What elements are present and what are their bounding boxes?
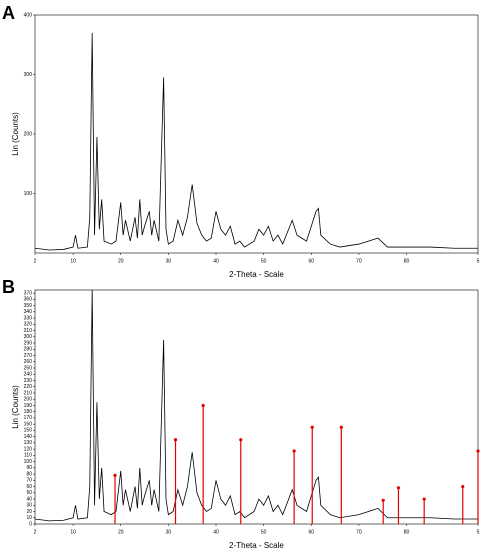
y-tick-label: 200 xyxy=(24,131,33,137)
reference-peak-tip xyxy=(201,403,205,408)
y-tick-label: 360 xyxy=(24,297,33,303)
pattern-line xyxy=(34,32,478,251)
reference-peak-tip xyxy=(461,484,465,489)
y-tick-label: 70 xyxy=(26,478,32,484)
y-tick-label: 170 xyxy=(24,415,33,421)
x-tick-label: 80 xyxy=(404,258,410,264)
x-tick-label: 10 xyxy=(70,258,76,264)
reference-peak-tip xyxy=(381,498,385,502)
y-tick-label: 220 xyxy=(24,384,33,390)
x-tick-label: 20 xyxy=(118,258,124,264)
y-tick-label: 290 xyxy=(24,340,33,346)
y-tick-label: 320 xyxy=(24,322,33,328)
y-tick-label: 210 xyxy=(24,390,33,396)
x-tick-label: 70 xyxy=(356,529,362,535)
y-tick-label: 270 xyxy=(24,353,33,359)
y-axis-label: Lin (Counts) xyxy=(11,112,20,156)
x-axis-label: 2-Theta - Scale xyxy=(229,270,284,279)
x-tick-label: 50 xyxy=(261,258,267,264)
reference-peak-tip xyxy=(339,425,343,429)
reference-peak-tip xyxy=(476,449,480,453)
y-tick-label: 230 xyxy=(24,378,33,384)
y-tick-label: 140 xyxy=(24,434,33,440)
x-tick-label: 40 xyxy=(213,529,219,535)
reference-peak-tip xyxy=(292,449,296,453)
y-tick-label: 150 xyxy=(24,428,33,434)
reference-peak-tip xyxy=(396,486,401,490)
y-tick-label: 260 xyxy=(24,359,33,365)
y-tick-label: 80 xyxy=(26,471,32,477)
y-tick-label: 280 xyxy=(24,347,33,353)
y-axis-label: Lin (Counts) xyxy=(11,385,20,429)
y-tick-label: 340 xyxy=(24,309,33,315)
y-tick-label: 370 xyxy=(24,290,33,296)
y-tick-label: 120 xyxy=(24,446,33,452)
panel-label: A xyxy=(2,3,15,23)
panel-label: B xyxy=(2,277,15,297)
x-tick-label: 50 xyxy=(261,529,267,535)
y-tick-label: 40 xyxy=(26,496,32,502)
y-tick-label: 300 xyxy=(24,334,33,340)
y-tick-label: 250 xyxy=(24,365,33,371)
x-tick-label: 20 xyxy=(118,529,124,535)
x-tick-label: 30 xyxy=(166,529,172,535)
y-tick-label: 10 xyxy=(26,515,32,521)
x-tick-label: 80 xyxy=(404,529,410,535)
reference-peak-tip xyxy=(239,438,243,442)
x-tick-label: 60 xyxy=(308,258,314,264)
y-tick-label: 310 xyxy=(24,328,33,334)
x-tick-label: 2 xyxy=(34,258,37,264)
x-tick-label: 40 xyxy=(213,258,219,264)
x-tick-label: 10 xyxy=(70,529,76,535)
y-tick-label: 130 xyxy=(24,440,33,446)
y-tick-label: 100 xyxy=(24,191,33,197)
x-tick-label: 60 xyxy=(308,529,314,535)
x-tick-label: 2 xyxy=(34,529,37,535)
reference-peak-tip xyxy=(422,497,426,501)
y-tick-label: 100 xyxy=(24,459,33,465)
y-tick-label: 180 xyxy=(24,409,33,415)
y-tick-label: 330 xyxy=(24,315,33,321)
reference-peak-tip xyxy=(310,425,314,429)
x-tick-label: 5 xyxy=(477,258,480,264)
plot-frame xyxy=(34,289,479,525)
y-tick-label: 0 xyxy=(29,521,32,527)
reference-peak-tip xyxy=(113,473,117,477)
y-tick-label: 200 xyxy=(24,397,33,403)
reference-peak-tip xyxy=(173,438,178,442)
y-tick-label: 160 xyxy=(24,421,33,427)
plot-frame xyxy=(34,14,479,254)
y-tick-label: 110 xyxy=(24,453,32,459)
y-tick-label: 50 xyxy=(26,490,32,496)
y-tick-label: 20 xyxy=(26,509,32,515)
x-axis-label: 2-Theta - Scale xyxy=(229,541,284,550)
y-tick-label: 350 xyxy=(24,303,33,309)
y-tick-label: 400 xyxy=(24,12,33,18)
y-tick-label: 190 xyxy=(24,403,33,409)
y-tick-label: 30 xyxy=(26,503,32,509)
y-tick-label: 240 xyxy=(24,372,33,378)
y-tick-label: 300 xyxy=(24,72,33,78)
y-tick-label: 60 xyxy=(26,484,32,490)
x-tick-label: 70 xyxy=(356,258,362,264)
x-tick-label: 30 xyxy=(166,258,172,264)
x-tick-label: 5 xyxy=(477,529,480,535)
pattern-line xyxy=(34,289,478,522)
y-tick-label: 90 xyxy=(26,465,32,471)
